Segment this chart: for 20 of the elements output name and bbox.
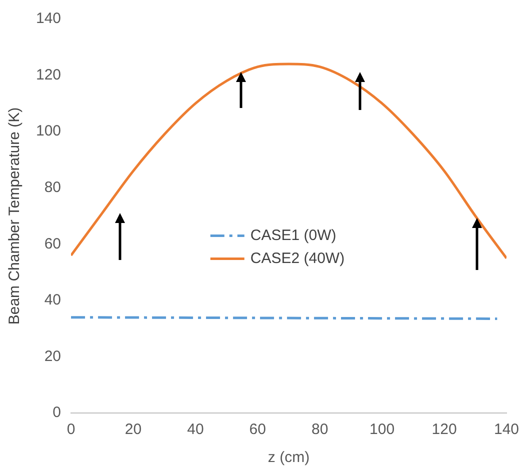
y-axis-title: Beam Chamber Temperature (K) <box>6 107 24 325</box>
y-tick-label: 120 <box>36 66 62 84</box>
y-tick-label: 100 <box>36 122 62 140</box>
y-tick-label: 40 <box>44 292 62 309</box>
x-tick-label: 20 <box>124 421 142 438</box>
x-tick-label: 80 <box>312 421 328 438</box>
y-tick-label: 60 <box>44 235 62 252</box>
x-tick-label: 40 <box>187 421 204 438</box>
y-tick-label: 0 <box>52 404 62 422</box>
x-tick-label: 140 <box>494 421 519 438</box>
x-tick-label: 60 <box>249 421 266 438</box>
y-tick-label: 80 <box>44 179 62 196</box>
y-tick-label: 20 <box>44 348 62 365</box>
x-tick-label: 120 <box>432 421 457 438</box>
x-axis-title: z (cm) <box>268 449 310 466</box>
x-tick-label: 100 <box>370 421 395 438</box>
y-tick-label: 140 <box>36 10 62 28</box>
x-tick-label: 0 <box>66 421 76 438</box>
legend-label: CASE1 (0W) <box>250 226 336 244</box>
legend-label: CASE2 (40W) <box>250 250 345 267</box>
